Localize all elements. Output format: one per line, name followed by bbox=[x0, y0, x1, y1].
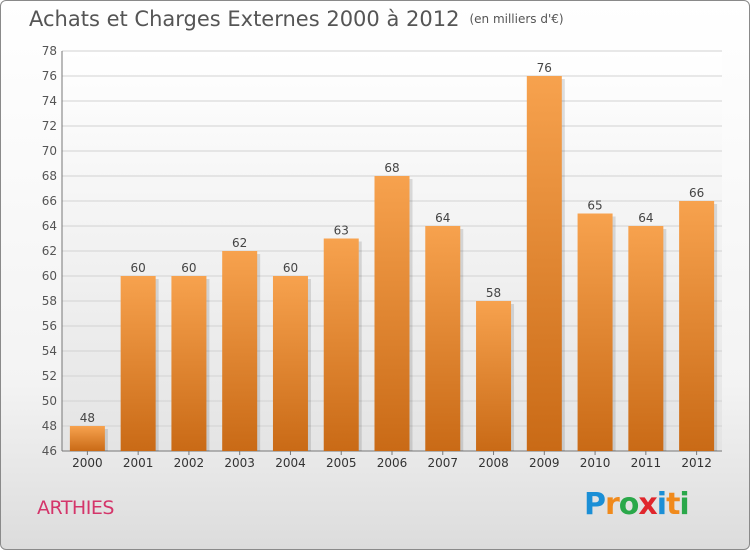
x-tick-label: 2008 bbox=[478, 456, 509, 470]
y-tick-label: 74 bbox=[42, 94, 57, 108]
y-tick-label: 72 bbox=[42, 119, 57, 133]
data-label: 66 bbox=[689, 186, 704, 200]
y-tick-label: 76 bbox=[42, 69, 57, 83]
x-tick-label: 2012 bbox=[681, 456, 712, 470]
logo-letter: i bbox=[656, 487, 667, 522]
bar-2009 bbox=[526, 76, 562, 451]
x-tick-label: 2000 bbox=[72, 456, 103, 470]
y-tick-label: 56 bbox=[42, 319, 57, 333]
x-tick-label: 2007 bbox=[427, 456, 458, 470]
data-label: 60 bbox=[283, 261, 298, 275]
y-tick-label: 62 bbox=[42, 244, 57, 258]
x-tick-label: 2003 bbox=[224, 456, 255, 470]
bar-2007 bbox=[425, 226, 461, 451]
y-tick-label: 52 bbox=[42, 369, 57, 383]
logo-letter: t bbox=[666, 487, 680, 522]
x-tick-label: 2010 bbox=[580, 456, 611, 470]
y-tick-label: 66 bbox=[42, 194, 57, 208]
data-label: 62 bbox=[232, 236, 247, 250]
proxiti-logo[interactable]: Proxiti bbox=[584, 487, 690, 522]
x-tick-label: 2011 bbox=[631, 456, 662, 470]
y-tick-label: 58 bbox=[42, 294, 57, 308]
logo-letter: x bbox=[638, 487, 657, 522]
data-label: 60 bbox=[131, 261, 146, 275]
logo-letter: i bbox=[679, 487, 689, 522]
x-tick-label: 2005 bbox=[326, 456, 357, 470]
y-tick-label: 70 bbox=[42, 144, 57, 158]
y-tick-label: 78 bbox=[42, 44, 57, 58]
x-tick-label: 2001 bbox=[123, 456, 154, 470]
y-tick-label: 64 bbox=[42, 219, 57, 233]
bar-2004 bbox=[272, 276, 308, 451]
logo-letter: r bbox=[605, 487, 620, 522]
bar-2008 bbox=[476, 301, 512, 451]
data-label: 63 bbox=[334, 224, 349, 238]
logo-letter: o bbox=[618, 487, 640, 522]
chart-title-text: Achats et Charges Externes 2000 à 2012 bbox=[29, 7, 460, 31]
x-tick-label: 2009 bbox=[529, 456, 560, 470]
bar-2005 bbox=[323, 238, 359, 451]
data-label: 76 bbox=[537, 61, 552, 75]
y-tick-label: 50 bbox=[42, 394, 57, 408]
bar-2011 bbox=[628, 226, 664, 451]
x-tick-label: 2006 bbox=[377, 456, 408, 470]
y-tick-label: 46 bbox=[42, 444, 57, 458]
data-label: 65 bbox=[587, 199, 602, 213]
city-name: ARTHIES bbox=[37, 497, 114, 519]
y-tick-label: 60 bbox=[42, 269, 57, 283]
chart-title: Achats et Charges Externes 2000 à 2012 (e… bbox=[29, 7, 564, 31]
x-tick-label: 2002 bbox=[174, 456, 205, 470]
y-tick-label: 68 bbox=[42, 169, 57, 183]
data-label: 48 bbox=[80, 411, 95, 425]
data-label: 64 bbox=[638, 211, 653, 225]
bar-2001 bbox=[120, 276, 156, 451]
bar-2003 bbox=[222, 251, 258, 451]
x-tick-label: 2004 bbox=[275, 456, 306, 470]
bar-2000 bbox=[69, 426, 105, 451]
data-label: 64 bbox=[435, 211, 450, 225]
data-label: 68 bbox=[384, 161, 399, 175]
y-tick-label: 54 bbox=[42, 344, 57, 358]
bar-2010 bbox=[577, 213, 613, 451]
bar-2002 bbox=[171, 276, 207, 451]
data-label: 58 bbox=[486, 286, 501, 300]
logo-letter: P bbox=[584, 487, 606, 522]
bar-2012 bbox=[679, 201, 715, 451]
chart-unit-label: (en milliers d'€) bbox=[469, 12, 564, 26]
bar-2006 bbox=[374, 176, 410, 451]
data-label: 60 bbox=[181, 261, 196, 275]
y-tick-label: 48 bbox=[42, 419, 57, 433]
